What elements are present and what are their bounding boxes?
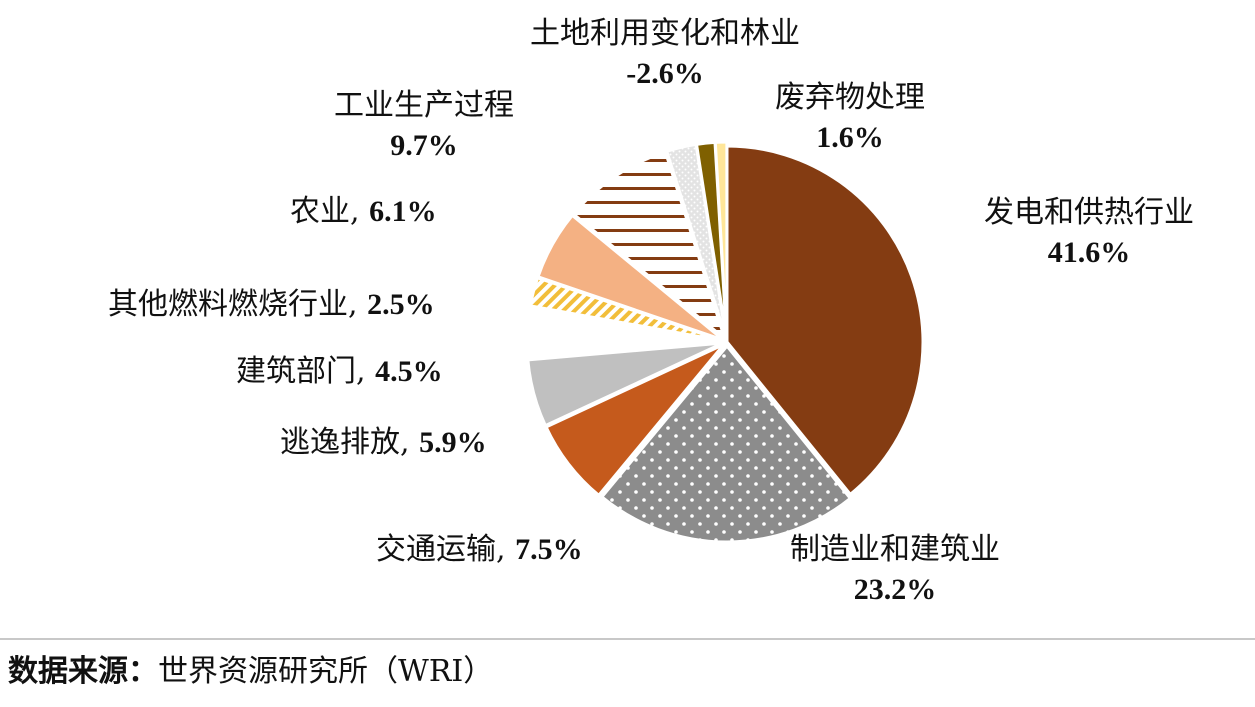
source-note: 数据来源：世界资源研究所（WRI）: [8, 650, 493, 694]
pie-slice: [725, 144, 925, 497]
slice-label-power-heat: 发电和供热行业 41.6%: [984, 193, 1194, 273]
slice-value: 2.5%: [367, 288, 435, 321]
slice-name: 逃逸排放: [280, 425, 400, 460]
slice-name: 交通运输: [376, 532, 496, 567]
slice-value: 4.5%: [375, 355, 443, 388]
pie-chart: 土地利用变化和林业 -2.6% 废弃物处理 1.6% 工业生产过程 9.7% 发…: [108, 14, 1194, 610]
pie-slice: [571, 150, 728, 344]
slice-value: -2.6%: [626, 57, 704, 90]
slice-label-land-use: 土地利用变化和林业 -2.6%: [530, 14, 800, 94]
slice-value: 23.2%: [853, 573, 937, 606]
divider: [0, 638, 1255, 640]
slice-name: 其他燃料燃烧行业: [108, 287, 348, 322]
slice-name: 废弃物处理: [775, 80, 925, 115]
slice-label-other-fuel: 其他燃料燃烧行业, 2.5%: [108, 287, 435, 322]
slice-label-agriculture: 农业, 6.1%: [290, 194, 437, 229]
slice-label-industrial-process: 工业生产过程 9.7%: [334, 86, 514, 166]
pie-slice: [536, 213, 725, 342]
slice-label-buildings: 建筑部门, 4.5%: [236, 354, 443, 389]
slice-label-fugitive: 逃逸排放, 5.9%: [280, 425, 487, 460]
slice-value: 7.5%: [515, 533, 583, 566]
slice-name: 工业生产过程: [334, 88, 514, 123]
pie-slice: [713, 140, 729, 339]
slice-value: 6.1%: [369, 195, 437, 228]
slice-label-manufacturing: 制造业和建筑业 23.2%: [790, 530, 1000, 610]
slice-label-waste: 废弃物处理 1.6%: [775, 78, 925, 158]
slice-name: 土地利用变化和林业: [530, 16, 800, 51]
slice-value: 9.7%: [390, 129, 458, 162]
pie-slice: [599, 343, 853, 544]
slice-value: 5.9%: [419, 426, 487, 459]
slice-name: 农业: [290, 194, 350, 229]
slice-name: 发电和供热行业: [984, 195, 1194, 230]
source-heading: 数据来源：: [8, 654, 158, 689]
slice-label-transport: 交通运输, 7.5%: [376, 532, 583, 567]
pie-slice: [544, 343, 725, 498]
slice-name: 建筑部门: [236, 354, 356, 389]
source-text: 世界资源研究所（WRI）: [158, 654, 494, 689]
slice-value: 1.6%: [816, 121, 884, 154]
slice-value: 41.6%: [1047, 236, 1131, 269]
pie-chart-svg: [527, 140, 925, 544]
slice-name: 制造业和建筑业: [790, 532, 1000, 567]
